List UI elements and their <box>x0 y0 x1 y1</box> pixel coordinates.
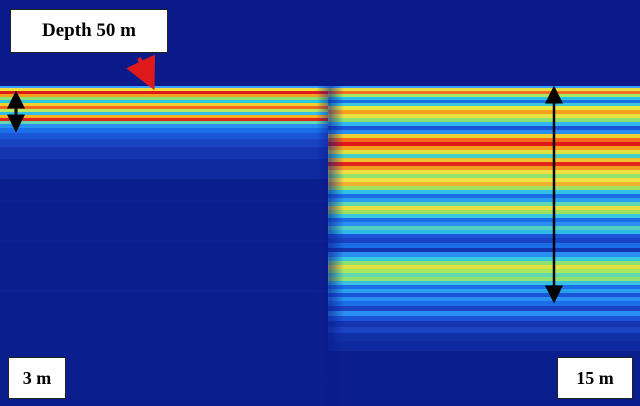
left-thickness-label: 3 m <box>8 357 66 399</box>
panel-seam <box>316 0 344 406</box>
right-thickness-label: 15 m <box>557 357 633 399</box>
right-panel-15m <box>328 0 640 406</box>
depth-pointer-arrow <box>126 54 156 91</box>
right-layer-bands <box>328 0 640 406</box>
depth-label: Depth 50 m <box>10 9 168 53</box>
left-layer-bands <box>0 86 328 179</box>
left-panel-3m <box>0 86 328 179</box>
